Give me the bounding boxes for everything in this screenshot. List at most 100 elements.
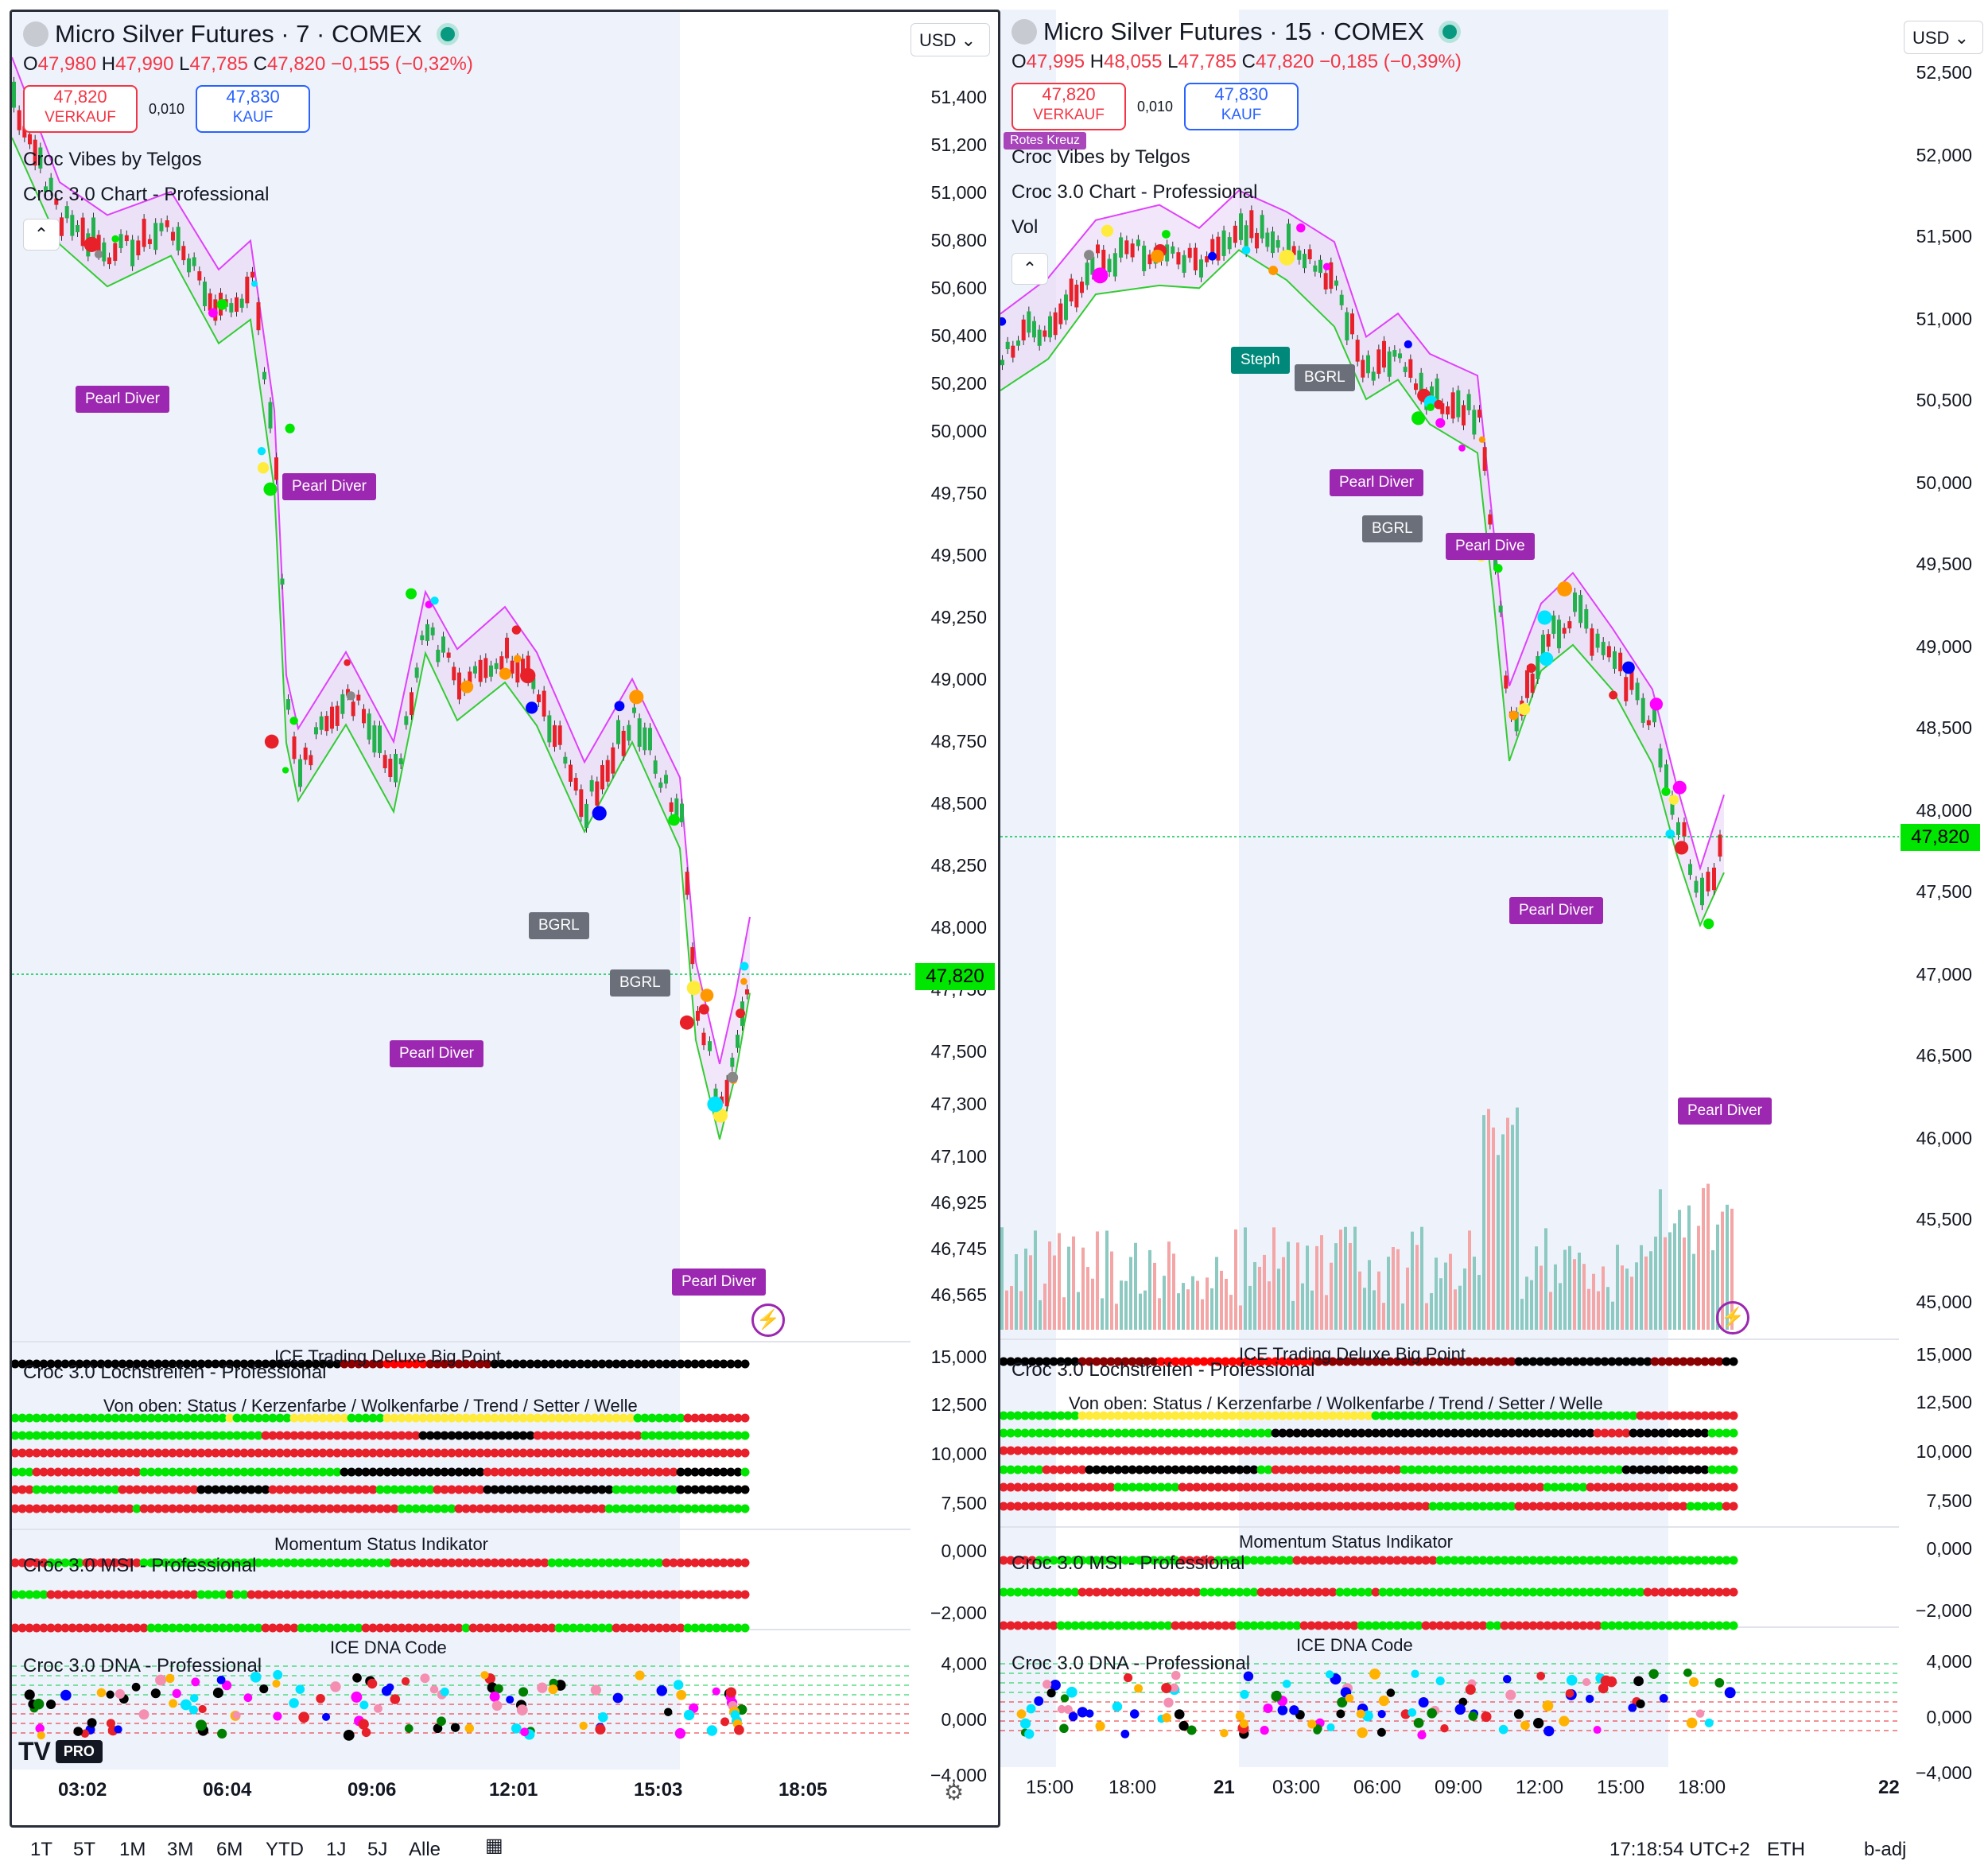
candle-body xyxy=(171,231,175,241)
status-dot xyxy=(1056,1446,1066,1455)
range-button[interactable]: 6M xyxy=(216,1839,243,1860)
session-toggle[interactable]: ETH xyxy=(1767,1839,1805,1860)
price-plot-left[interactable] xyxy=(12,12,911,1770)
upper-band-line xyxy=(1000,189,1725,872)
flash-icon[interactable]: ⚡ xyxy=(751,1303,785,1337)
status-dot xyxy=(68,1467,77,1477)
status-dot xyxy=(1113,1446,1123,1455)
currency-select[interactable]: USD ⌄ xyxy=(911,23,990,56)
status-dot xyxy=(1428,1428,1438,1438)
candle-body xyxy=(1477,410,1481,418)
status-dot xyxy=(504,1504,514,1513)
status-dot xyxy=(1228,1556,1237,1565)
status-dot xyxy=(440,1504,449,1513)
status-dot xyxy=(46,1467,56,1477)
collapse-legend-button[interactable]: ⌃ xyxy=(1011,253,1048,285)
status-dot xyxy=(304,1413,313,1423)
dna-dot xyxy=(1565,1688,1574,1698)
status-dot xyxy=(1213,1556,1223,1565)
candle-body xyxy=(1101,250,1106,278)
adjust-toggle[interactable]: b-adj xyxy=(1864,1839,1907,1860)
status-dot xyxy=(518,1623,528,1633)
sell-button[interactable]: 47,820 VERKAUF xyxy=(23,85,138,133)
indicator-label[interactable]: Croc 3.0 Chart - Professional xyxy=(1011,181,1258,203)
candle-body xyxy=(292,736,297,760)
status-dot xyxy=(1521,1587,1531,1597)
indicator-label[interactable]: Croc Vibes by Telgos xyxy=(1011,146,1190,168)
status-dot xyxy=(1457,1502,1466,1511)
status-dot xyxy=(1206,1482,1216,1492)
status-dot xyxy=(533,1448,542,1458)
status-dot xyxy=(1006,1411,1015,1420)
range-button[interactable]: 3M xyxy=(167,1839,194,1860)
range-button[interactable]: Alle xyxy=(409,1839,441,1860)
indicator-label[interactable]: Croc 3.0 Chart - Professional xyxy=(23,184,270,205)
time-axis-left[interactable]: 03:02 06:04 09:06 12:01 15:03 18:05 ⚙ xyxy=(12,1779,998,1811)
status-dot xyxy=(1435,1621,1445,1630)
status-dot xyxy=(304,1485,313,1494)
range-button[interactable]: 5T xyxy=(73,1839,96,1860)
indicator-label[interactable]: Croc 3.0 Lochstreifen - Professional xyxy=(23,1362,327,1383)
flash-icon[interactable]: ⚡ xyxy=(1716,1301,1749,1335)
calendar-icon[interactable]: ▦ xyxy=(485,1835,503,1856)
candle-body xyxy=(473,666,477,674)
indicator-label[interactable]: Croc 3.0 MSI - Professional xyxy=(1011,1552,1245,1574)
currency-select[interactable]: USD ⌄ xyxy=(1904,21,1983,54)
status-dot xyxy=(196,1431,206,1440)
symbol-title[interactable]: Micro Silver Futures · 15 · COMEX xyxy=(1043,17,1424,45)
status-dot xyxy=(1421,1465,1431,1474)
symbol-title[interactable]: Micro Silver Futures · 7 · COMEX xyxy=(55,20,422,48)
indicator-label[interactable]: Croc 3.0 DNA - Professional xyxy=(1011,1653,1251,1674)
range-button[interactable]: 5J xyxy=(367,1839,388,1860)
sell-button[interactable]: 47,820 VERKAUF xyxy=(1011,83,1126,130)
status-dot xyxy=(397,1504,406,1513)
settings-gear-icon[interactable]: ⚙ xyxy=(944,1780,965,1805)
time-axis-right[interactable]: 15:00 18:00 21 03:00 06:00 09:00 12:00 1… xyxy=(1000,1777,1983,1809)
dna-dot xyxy=(1683,1668,1692,1677)
status-dot xyxy=(89,1590,99,1599)
status-dot xyxy=(1120,1502,1130,1511)
status-dot xyxy=(275,1504,285,1513)
indicator-label[interactable]: Croc 3.0 DNA - Professional xyxy=(23,1655,262,1676)
status-dot xyxy=(340,1467,349,1477)
status-dot xyxy=(1113,1621,1123,1630)
status-dot xyxy=(1714,1446,1724,1455)
status-dot xyxy=(1035,1556,1044,1565)
status-dot xyxy=(68,1504,77,1513)
upper-band-line xyxy=(12,56,751,1065)
status-dot xyxy=(1493,1482,1502,1492)
candle-body xyxy=(563,756,568,764)
range-button[interactable]: 1M xyxy=(119,1839,146,1860)
price-axis-left[interactable]: 51,400 51,200 51,000 50,800 50,600 50,40… xyxy=(911,12,998,1785)
volume-bar xyxy=(1640,1245,1643,1330)
chart-pane-left[interactable]: Micro Silver Futures · 7 · COMEX O47,980… xyxy=(10,10,1000,1828)
status-dot xyxy=(1285,1482,1295,1492)
indicator-label[interactable]: Croc 3.0 MSI - Professional xyxy=(23,1555,257,1576)
buy-button[interactable]: 47,830 KAUF xyxy=(1184,83,1299,130)
signal-dot xyxy=(1661,787,1671,796)
status-dot xyxy=(1128,1556,1137,1565)
status-dot xyxy=(168,1467,177,1477)
status-dot xyxy=(139,1504,149,1513)
status-dot xyxy=(411,1485,421,1494)
collapse-legend-button[interactable]: ⌃ xyxy=(23,219,60,251)
indicator-label[interactable]: Croc Vibes by Telgos xyxy=(23,149,202,170)
status-dot xyxy=(1307,1428,1316,1438)
tradingview-logo[interactable]: TV PRO xyxy=(18,1737,138,1766)
range-button[interactable]: 1J xyxy=(326,1839,347,1860)
time-tick: 15:00 xyxy=(1026,1777,1074,1798)
price-plot-right[interactable] xyxy=(1000,10,1899,1767)
buy-button[interactable]: 47,830 KAUF xyxy=(196,85,311,133)
chart-pane-right[interactable]: Micro Silver Futures · 15 · COMEX O47,99… xyxy=(1000,10,1983,1823)
dna-dot xyxy=(289,1698,299,1708)
range-button[interactable]: 1T xyxy=(30,1839,53,1860)
indicator-label[interactable]: Croc 3.0 Lochstreifen - Professional xyxy=(1011,1359,1315,1381)
indicator-label[interactable]: Vol xyxy=(1011,216,1039,238)
status-dot xyxy=(175,1359,184,1369)
status-dot xyxy=(1700,1556,1710,1565)
price-axis-right[interactable]: 52,500 52,000 51,500 51,000 50,500 50,00… xyxy=(1896,10,1983,1783)
range-button[interactable]: YTD xyxy=(266,1839,304,1860)
status-dot xyxy=(640,1431,650,1440)
status-dot xyxy=(311,1623,320,1633)
volume-bar xyxy=(1282,1257,1285,1330)
